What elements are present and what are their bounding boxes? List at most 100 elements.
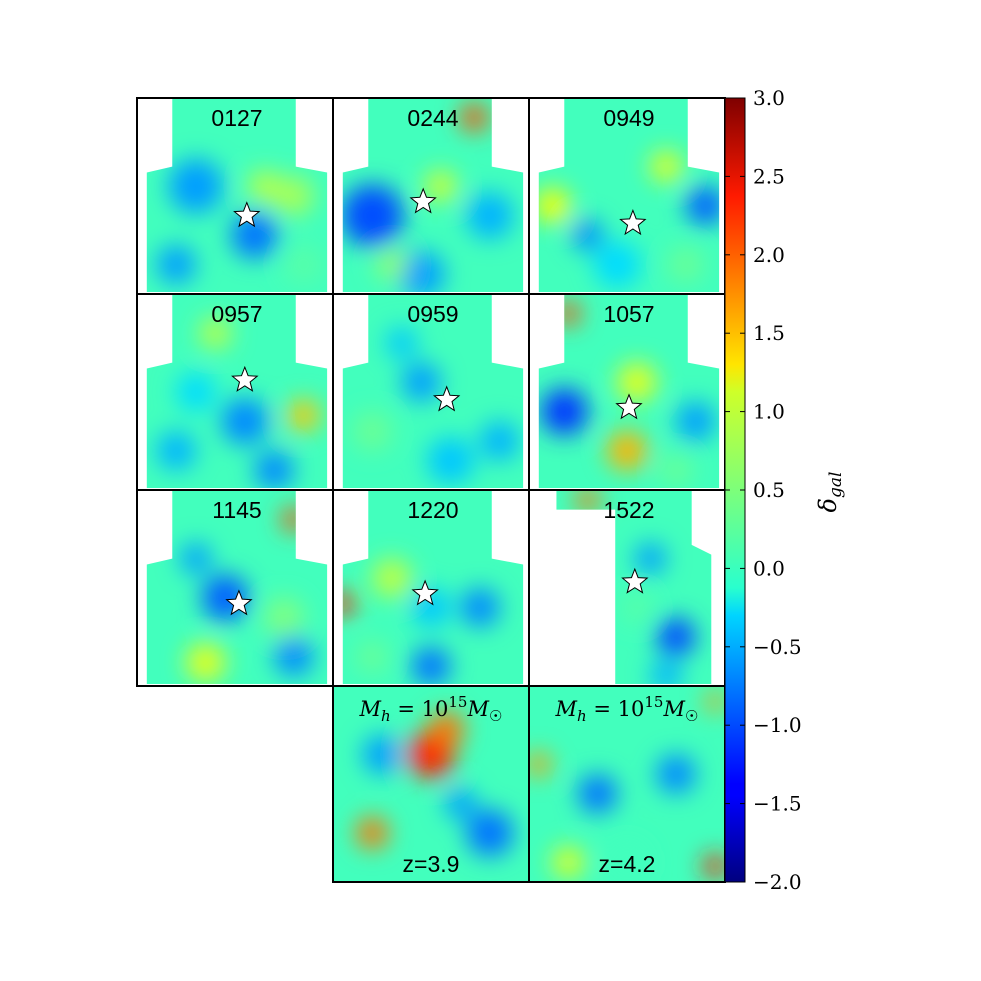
density-blob <box>656 754 696 794</box>
density-blob <box>676 401 716 441</box>
map-panel-z3-9: Mh = 1015M☉ z=3.9 <box>332 685 530 883</box>
density-blob <box>656 617 696 657</box>
panels-layer: 0127 0244 0949 0957 0959 1057 1145 1220 1522 Mh =… <box>136 97 726 883</box>
colorbar-label-subscript: gal <box>826 472 846 498</box>
density-blob <box>668 246 704 283</box>
density-blob <box>460 103 488 132</box>
colorbar-tick-label: −1.0 <box>753 713 802 737</box>
star-marker <box>225 589 253 616</box>
density-blob <box>572 219 604 251</box>
density-blob <box>362 735 402 775</box>
density-blob <box>372 558 412 598</box>
colorbar-tick-label: 1.5 <box>753 321 785 345</box>
star-marker <box>233 201 261 228</box>
density-blob <box>342 184 404 247</box>
density-blob <box>180 542 212 575</box>
star-marker <box>411 579 439 606</box>
density-blob <box>556 301 580 326</box>
density-blob <box>427 437 475 485</box>
panel-id-label: 0957 <box>211 301 262 327</box>
density-blob <box>529 752 551 777</box>
density-blob <box>264 597 304 637</box>
map-panel-1220: 1220 <box>332 489 530 687</box>
map-panel-0957: 0957 <box>136 293 334 491</box>
colorbar: 3.0 2.5 2.0 1.5 1.0 0.5 0.0 −0.5 −1.0 −1.5 −2.0 δg… <box>724 86 846 894</box>
panel-id-label: 1220 <box>407 497 458 523</box>
density-blob <box>284 245 324 285</box>
redshift-label: z=3.9 <box>403 851 460 877</box>
colorbar-tick-label: 1.0 <box>753 400 785 424</box>
panel-id-label: 0127 <box>211 105 262 131</box>
colorbar-tick-label: 0.0 <box>753 556 785 580</box>
density-blob <box>444 787 477 820</box>
density-blob <box>705 691 725 712</box>
density-blob <box>282 507 306 532</box>
density-blob <box>168 158 224 214</box>
density-blob <box>660 454 692 487</box>
colorbar-tick-label: −1.5 <box>753 792 802 816</box>
density-blob <box>287 399 320 432</box>
colorbar-tick-label: −0.5 <box>753 635 802 659</box>
density-blob <box>466 809 514 857</box>
density-blob <box>607 842 647 882</box>
density-blob <box>231 211 279 259</box>
density-blob <box>342 591 355 616</box>
density-blob <box>540 388 588 436</box>
map-panel-0127: 0127 <box>136 97 334 295</box>
map-panel-0244: 0244 <box>332 97 530 295</box>
panel-id-label: 0959 <box>407 301 458 327</box>
density-blob <box>460 588 500 628</box>
star-marker <box>409 187 437 214</box>
density-blob <box>397 250 445 293</box>
map-panel-1057: 1057 <box>528 293 726 491</box>
density-blob <box>352 411 392 451</box>
star-marker <box>615 393 643 420</box>
density-blob <box>411 646 451 685</box>
density-blob <box>186 642 226 683</box>
density-blob <box>156 245 196 285</box>
density-blob <box>274 637 314 677</box>
redshift-label: z=4.2 <box>599 851 656 877</box>
panel-id-label: 1145 <box>212 497 261 523</box>
density-blob <box>576 490 600 512</box>
density-blob <box>385 327 418 359</box>
density-blob <box>593 241 641 289</box>
density-blob <box>176 372 216 412</box>
density-blob <box>650 150 682 183</box>
panel-id-label: 0244 <box>407 105 458 131</box>
density-blob <box>425 170 457 202</box>
density-blob <box>607 431 647 471</box>
density-blob <box>199 317 232 349</box>
density-blob <box>429 711 465 747</box>
star-marker <box>619 209 647 236</box>
density-blob <box>274 176 314 216</box>
colorbar-tick-label: 0.5 <box>753 478 785 502</box>
map-panel-0949: 0949 <box>528 97 726 295</box>
colorbar-ticks: 3.0 2.5 2.0 1.5 1.0 0.5 0.0 −0.5 −1.0 −1.5 −2.0 <box>725 86 802 894</box>
density-blob <box>356 640 388 673</box>
colorbar-tick-label: 2.0 <box>753 243 785 267</box>
density-blob <box>617 362 657 402</box>
map-panel-1145: 1145 <box>136 489 334 687</box>
density-blob <box>376 248 408 281</box>
panel-id-label: 1522 <box>603 497 654 523</box>
density-blob <box>156 431 196 471</box>
density-blob <box>466 192 514 240</box>
density-blob <box>552 846 584 879</box>
density-blob <box>634 542 667 575</box>
density-blob <box>538 188 571 224</box>
panel-id-label: 1057 <box>603 301 654 327</box>
density-blob <box>578 774 618 814</box>
density-blob <box>254 450 294 489</box>
halo-mass-annotation: Mh = 1015M☉ <box>555 693 699 725</box>
map-panel-0959: 0959 <box>332 293 530 491</box>
map-panel-1522: 1522 <box>528 489 726 687</box>
density-blob <box>621 591 653 624</box>
panel-id-label: 0949 <box>603 105 654 131</box>
density-blob <box>401 362 441 402</box>
density-blob <box>248 170 281 202</box>
density-blob <box>703 854 725 879</box>
density-blob <box>480 421 520 461</box>
density-blob <box>221 397 269 445</box>
